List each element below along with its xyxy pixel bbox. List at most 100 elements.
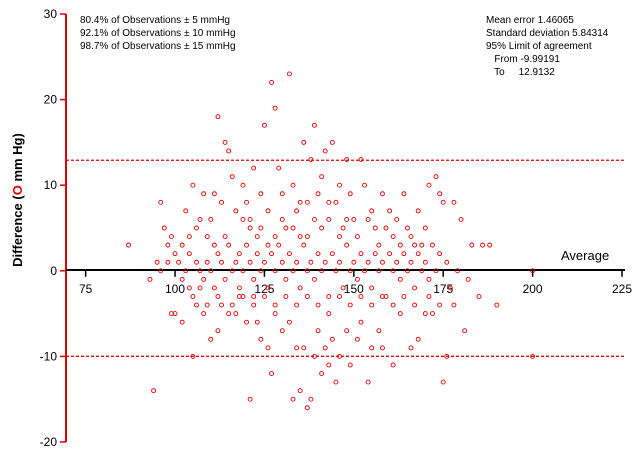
data-point: [419, 268, 425, 274]
data-point: [279, 328, 285, 334]
data-point: [251, 294, 257, 299]
data-point: [333, 199, 339, 205]
data-point: [433, 268, 439, 274]
data-point: [455, 268, 460, 274]
data-point: [308, 157, 314, 162]
data-point: [297, 234, 303, 240]
statistics-annotation: Mean error 1.46065 Standard deviation 5.…: [486, 15, 609, 78]
data-point: [319, 174, 325, 180]
data-point: [240, 294, 246, 299]
data-point: [308, 396, 314, 402]
data-point: [437, 251, 443, 257]
data-point: [219, 199, 224, 205]
data-point: [415, 251, 421, 257]
data-point: [469, 242, 475, 248]
data-point: [344, 157, 350, 162]
data-point: [451, 199, 457, 205]
data-point: [258, 336, 264, 342]
data-point: [440, 199, 446, 205]
data-point: [251, 302, 257, 308]
data-point: [161, 225, 167, 231]
data-point: [304, 294, 310, 299]
data-point: [351, 259, 357, 265]
data-point: [229, 174, 235, 180]
stats-mean-error: Mean error 1.46065: [486, 15, 574, 26]
data-point: [337, 353, 342, 359]
x-tick-label: 100: [165, 282, 185, 296]
data-point: [322, 345, 328, 351]
data-point: [269, 371, 275, 376]
data-point: [154, 259, 160, 265]
data-point: [265, 345, 271, 351]
data-point: [290, 268, 296, 274]
data-point: [247, 225, 253, 231]
data-point: [183, 268, 189, 274]
data-point: [390, 362, 396, 368]
data-point: [190, 294, 196, 299]
data-point: [376, 268, 382, 274]
data-point: [229, 268, 235, 274]
data-point: [283, 225, 289, 231]
data-point: [397, 276, 403, 282]
data-point: [222, 276, 228, 282]
data-point: [269, 80, 275, 85]
data-point: [340, 285, 346, 291]
data-point: [401, 251, 407, 257]
data-point: [351, 216, 357, 222]
data-point: [215, 114, 221, 120]
data-point: [412, 285, 418, 291]
data-point: [387, 251, 393, 257]
data-point: [319, 268, 325, 274]
data-point: [494, 302, 500, 308]
stats-limit-title: 95% Limit of agreement: [486, 41, 592, 52]
data-point: [347, 268, 353, 274]
data-point: [426, 294, 432, 299]
data-point: [379, 345, 385, 351]
data-point: [208, 268, 214, 274]
data-point: [415, 208, 421, 214]
data-point: [376, 242, 382, 248]
data-point: [354, 276, 360, 282]
data-point: [412, 242, 418, 248]
data-point: [451, 302, 457, 308]
data-point: [412, 302, 418, 308]
data-point: [444, 259, 450, 265]
data-point: [297, 285, 303, 291]
data-point: [261, 122, 267, 128]
data-point: [322, 148, 328, 154]
data-point: [290, 396, 296, 402]
data-point: [408, 234, 414, 240]
data-point: [151, 388, 157, 394]
data-point: [319, 371, 325, 376]
data-point: [530, 268, 536, 274]
data-point: [326, 362, 332, 368]
data-point: [254, 319, 260, 325]
data-point: [169, 234, 174, 240]
data-point: [272, 268, 278, 274]
data-point: [344, 328, 350, 334]
data-point: [333, 268, 339, 274]
data-point: [408, 259, 414, 265]
data-point: [294, 345, 300, 351]
data-point: [294, 208, 300, 214]
x-tick-label: 175: [433, 282, 453, 296]
data-point: [233, 311, 239, 317]
data-point: [194, 302, 199, 308]
data-point: [480, 242, 485, 248]
data-point: [194, 259, 199, 265]
data-point: [322, 259, 328, 265]
data-point: [165, 259, 171, 265]
data-point: [276, 165, 282, 171]
data-point: [430, 242, 435, 248]
data-point: [226, 242, 232, 248]
data-point: [326, 294, 332, 299]
data-point: [390, 302, 396, 308]
data-point: [201, 311, 207, 317]
data-point: [208, 336, 214, 342]
data-point: [337, 182, 342, 188]
data-point: [201, 191, 207, 197]
data-point: [165, 242, 171, 248]
data-point: [240, 182, 246, 188]
data-point: [236, 251, 242, 257]
data-point: [326, 311, 332, 317]
